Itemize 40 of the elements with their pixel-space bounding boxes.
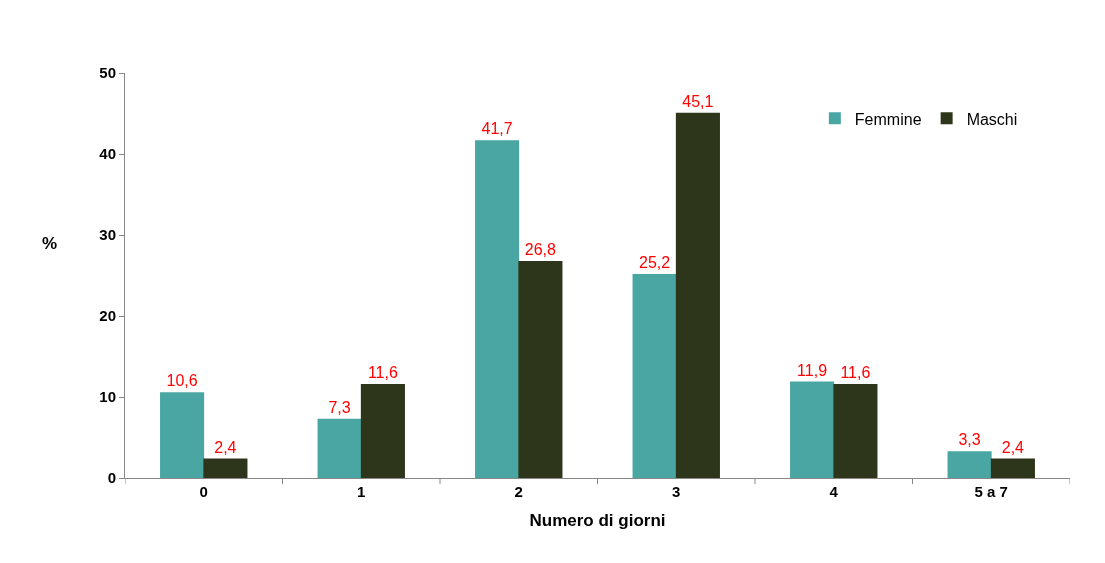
bar xyxy=(947,451,992,478)
legend-label: Femmine xyxy=(854,110,922,128)
data-label: 2,4 xyxy=(214,438,237,456)
data-label: 25,2 xyxy=(638,253,671,271)
y-tick-label: 40 xyxy=(99,145,116,163)
bar xyxy=(203,458,248,478)
x-tick-label: 3 xyxy=(672,483,681,500)
x-axis-title: Numero di giorni xyxy=(529,511,666,531)
y-tick-label: 20 xyxy=(99,307,116,325)
y-tick-label: 50 xyxy=(99,64,116,82)
y-tick-label: 30 xyxy=(99,226,116,244)
x-tick-label: 2 xyxy=(514,483,523,500)
data-label: 2,4 xyxy=(1001,438,1025,456)
data-label: 11,9 xyxy=(797,361,828,379)
bar xyxy=(360,384,405,478)
y-tick-label: 0 xyxy=(107,469,116,487)
data-label: 41,7 xyxy=(481,120,513,138)
bar xyxy=(833,384,878,478)
data-label: 7,3 xyxy=(328,398,351,416)
bar xyxy=(632,273,677,478)
bar xyxy=(790,381,835,478)
bar xyxy=(518,260,563,478)
bar xyxy=(990,458,1035,478)
bar xyxy=(675,112,720,478)
x-tick-label: 0 xyxy=(199,483,208,500)
y-tick-label: 10 xyxy=(99,388,116,406)
data-label: 3,3 xyxy=(958,431,981,449)
legend-label: Maschi xyxy=(966,110,1018,128)
data-label: 26,8 xyxy=(524,240,557,258)
x-tick-label: 1 xyxy=(357,483,366,500)
y-axis-title: % xyxy=(42,234,58,253)
data-label: 11,6 xyxy=(840,364,871,382)
x-tick-label: 4 xyxy=(829,483,839,500)
bar xyxy=(475,140,520,478)
data-label: 10,6 xyxy=(166,372,198,390)
bar xyxy=(160,392,205,478)
bar xyxy=(317,418,362,478)
data-label: 11,6 xyxy=(367,364,398,382)
data-label: 45,1 xyxy=(682,92,714,110)
x-tick-label: 5 a 7 xyxy=(974,483,1008,500)
